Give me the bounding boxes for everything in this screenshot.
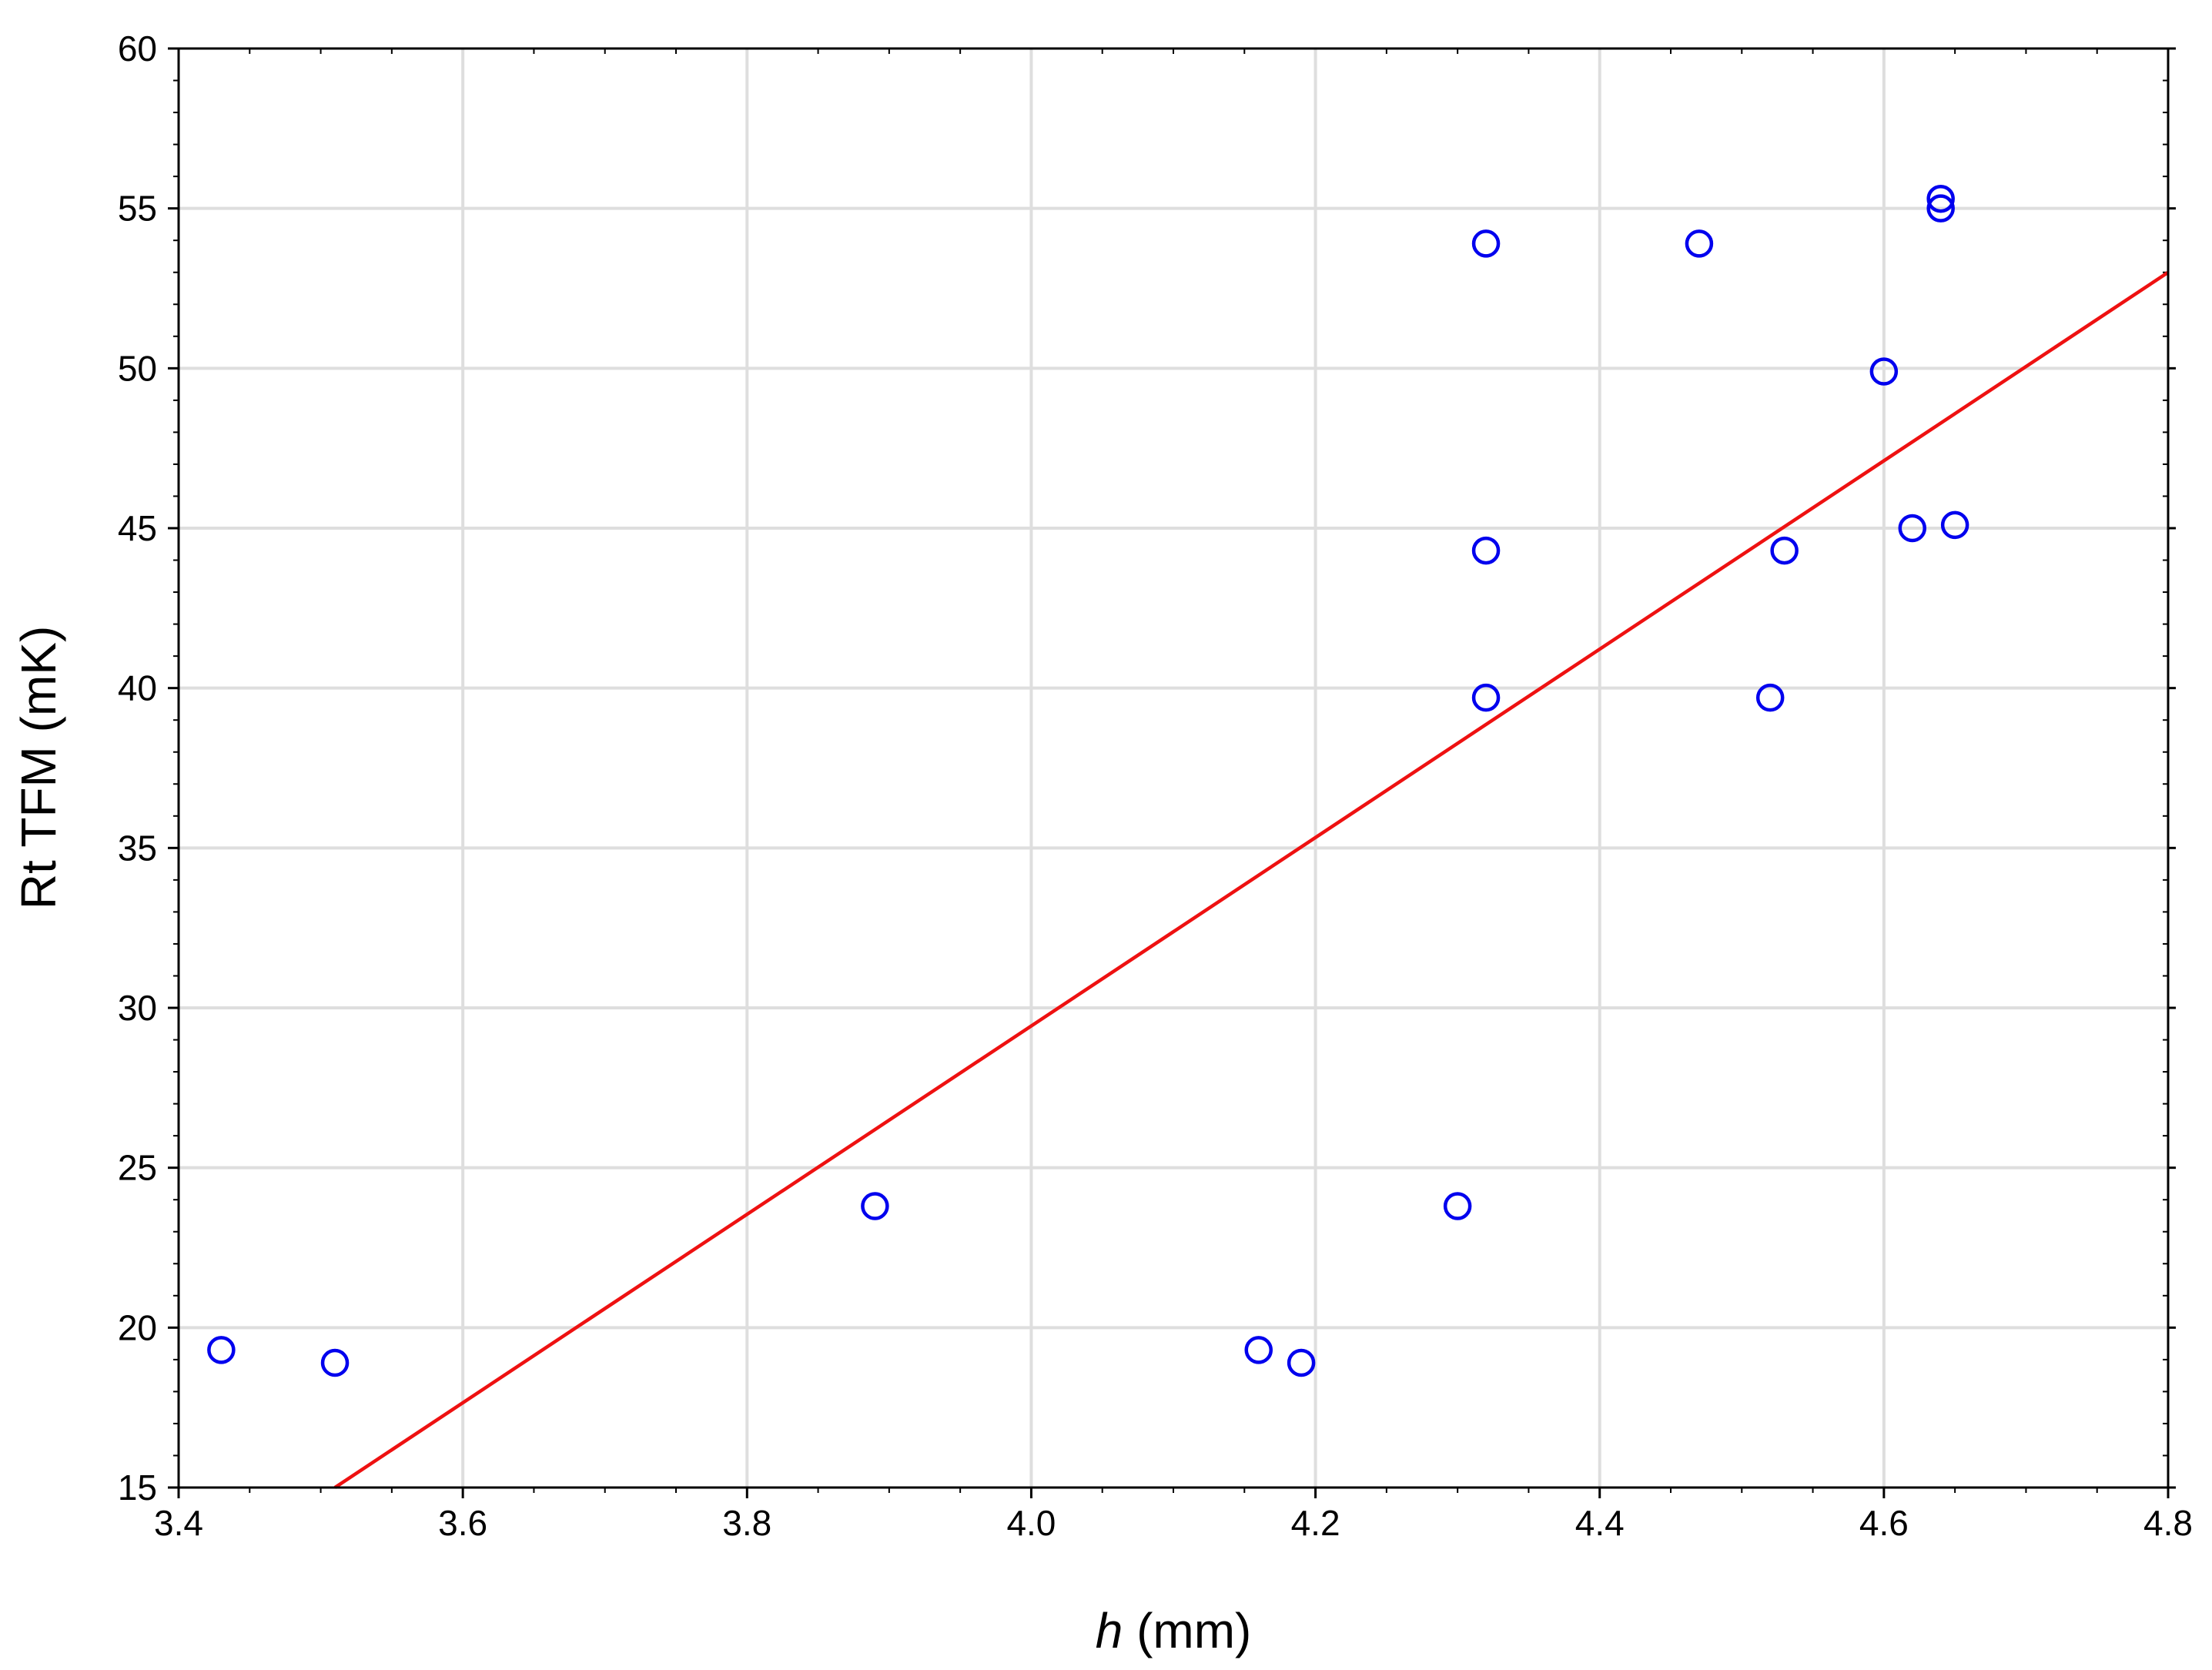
y-axis-title: Rt TFM (mK) <box>11 626 66 910</box>
y-tick-label: 20 <box>118 1307 157 1347</box>
x-tick-label: 4.2 <box>1291 1503 1340 1543</box>
data-point <box>1770 536 1799 565</box>
data-point <box>207 1336 236 1364</box>
data-point <box>1926 184 1955 213</box>
minor-ticks <box>173 49 2168 1493</box>
y-tick-label: 35 <box>118 828 157 868</box>
x-tick-label: 4.6 <box>1859 1503 1909 1543</box>
data-point <box>1287 1348 1316 1377</box>
y-tick-label: 50 <box>118 348 157 388</box>
data-point <box>1471 536 1501 565</box>
data-points <box>207 184 1969 1377</box>
plot-frame <box>177 47 2170 1489</box>
x-axis-variable: h <box>1096 1603 1123 1658</box>
data-point <box>1898 514 1927 543</box>
x-tick-label: 4.4 <box>1575 1503 1625 1543</box>
x-tick-labels: 3.4 3.6 3.8 4.0 4.2 4.4 4.6 4.8 <box>154 1503 2193 1543</box>
data-point <box>1685 229 1714 258</box>
data-point <box>1940 510 1969 540</box>
data-point <box>1244 1336 1273 1364</box>
fit-line-group <box>333 270 2170 1489</box>
y-tick-label: 30 <box>118 988 157 1028</box>
data-point <box>861 1192 889 1220</box>
x-tick-label: 4.8 <box>2143 1503 2193 1543</box>
x-tick-label: 4.0 <box>1006 1503 1056 1543</box>
data-point <box>1443 1192 1472 1220</box>
y-tick-label: 40 <box>118 668 157 708</box>
x-axis-title: h (mm) <box>1096 1603 1252 1658</box>
data-point <box>1755 683 1785 712</box>
y-tick-label: 15 <box>118 1468 157 1508</box>
data-point <box>320 1348 350 1377</box>
data-point <box>1471 229 1501 258</box>
x-tick-label: 3.6 <box>438 1503 487 1543</box>
data-point <box>1869 357 1899 386</box>
data-point <box>1471 683 1501 712</box>
data-point <box>1926 194 1955 223</box>
x-tick-label: 3.4 <box>154 1503 203 1543</box>
y-tick-label: 25 <box>118 1148 157 1188</box>
x-axis-unit: (mm) <box>1123 1603 1251 1658</box>
y-tick-label: 45 <box>118 508 157 548</box>
y-tick-label: 55 <box>118 189 157 229</box>
y-tick-label: 60 <box>118 28 157 69</box>
y-tick-labels: 15 20 25 30 35 40 45 50 55 60 <box>118 28 157 1508</box>
grid-lines <box>168 47 2176 1498</box>
x-tick-label: 3.8 <box>722 1503 771 1543</box>
fit-line <box>333 270 2170 1489</box>
